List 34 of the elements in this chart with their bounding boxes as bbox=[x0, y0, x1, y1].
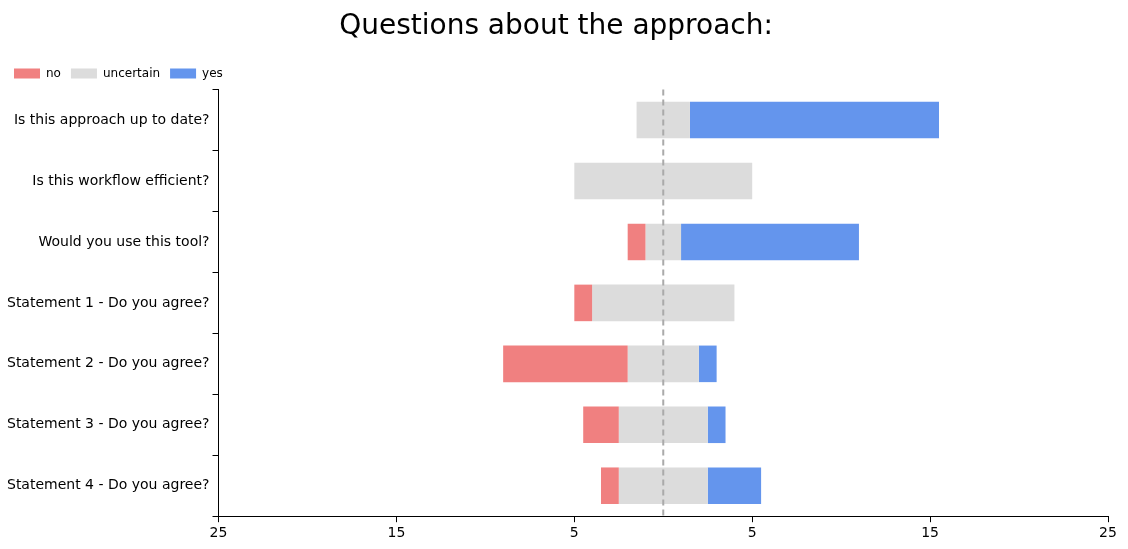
legend-label: no bbox=[46, 65, 61, 80]
x-tick-label: 5 bbox=[569, 524, 579, 541]
bar bbox=[689, 101, 939, 139]
bar bbox=[618, 467, 708, 505]
y-tick-label: Statement 3 - Do you agree? bbox=[6, 415, 210, 432]
x-tick-label: 5 bbox=[747, 524, 757, 541]
bar bbox=[698, 345, 717, 383]
bar bbox=[645, 223, 682, 261]
y-tick-label: Statement 4 - Do you agree? bbox=[6, 476, 210, 493]
x-tick-label: 15 bbox=[921, 524, 940, 541]
bar bbox=[627, 223, 646, 261]
bar bbox=[627, 345, 699, 383]
bar bbox=[574, 284, 593, 322]
x-tick-label: 25 bbox=[1099, 524, 1117, 541]
bar bbox=[592, 284, 735, 322]
y-tick-label: Statement 2 - Do you agree? bbox=[6, 354, 210, 371]
bar bbox=[574, 162, 753, 200]
x-tick-label: 25 bbox=[209, 524, 228, 541]
bar bbox=[503, 345, 628, 383]
y-tick-label: Would you use this tool? bbox=[38, 232, 210, 249]
bar bbox=[583, 406, 619, 444]
y-tick-label: Is this workflow efficient? bbox=[32, 171, 210, 188]
chart-title: Questions about the approach: bbox=[339, 8, 773, 42]
bar bbox=[618, 406, 708, 444]
x-tick-label: 15 bbox=[387, 524, 406, 541]
bar bbox=[636, 101, 690, 139]
bar bbox=[601, 467, 619, 505]
bar bbox=[681, 223, 859, 261]
bar bbox=[707, 406, 726, 444]
bar bbox=[707, 467, 762, 505]
y-tick-label: Is this approach up to date? bbox=[13, 110, 210, 127]
legend-label: uncertain bbox=[102, 65, 161, 80]
legend-label: yes bbox=[202, 65, 223, 80]
y-tick-label: Statement 1 - Do you agree? bbox=[6, 293, 210, 310]
